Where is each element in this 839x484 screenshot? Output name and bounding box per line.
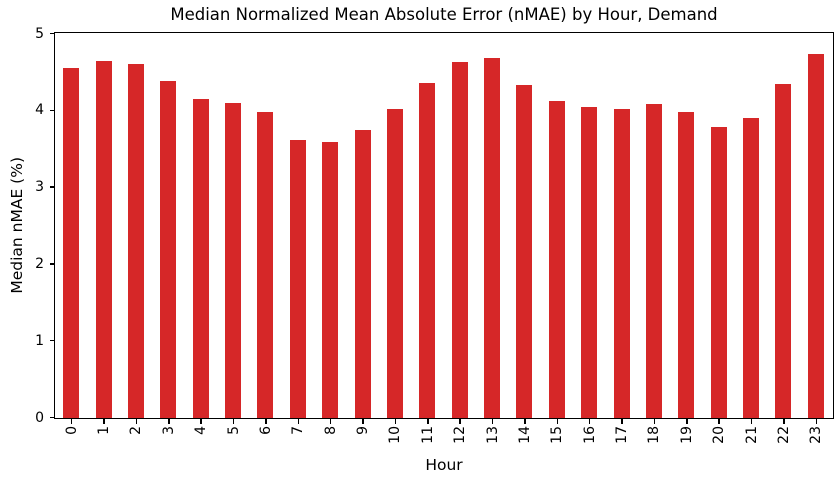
bar-hour-3 [160,80,177,418]
x-tick-label: 14 [516,426,533,444]
x-tick-label: 19 [678,426,695,444]
bar-hour-5 [225,103,242,418]
bar-hour-14 [516,84,533,418]
x-tick-label: 5 [225,426,242,435]
bar-hour-16 [581,107,598,418]
x-tick-label: 2 [128,426,145,435]
bar-hour-19 [678,112,695,418]
x-tick-mark [135,419,138,424]
x-tick-label: 18 [646,426,663,444]
y-tick-label: 3 [35,179,44,196]
x-tick-mark [556,419,559,424]
y-tick-mark [50,263,55,265]
x-tick-label: 23 [808,426,825,444]
x-tick-mark [232,419,235,424]
bar-hour-12 [451,61,468,418]
x-tick-label: 0 [63,426,80,435]
y-axis-label-container: Median nMAE (%) [8,32,26,419]
bar-hour-8 [322,141,339,418]
x-tick-mark [524,419,526,424]
bar-hour-22 [775,83,792,418]
x-tick-label: 4 [193,426,210,435]
x-tick-mark [588,419,591,424]
x-tick-label: 13 [484,426,501,444]
x-tick-label: 7 [290,426,307,435]
x-tick-label: 17 [614,426,631,444]
x-tick-mark [750,419,753,424]
x-tick-label: 20 [711,426,728,444]
x-tick-mark [621,419,623,424]
bar-hour-21 [743,117,760,418]
x-tick-label: 10 [387,426,404,444]
x-tick-mark [686,419,688,424]
x-tick-mark [427,419,429,424]
y-tick-label: 2 [35,255,44,272]
y-tick-mark [50,339,55,342]
bar-hour-15 [548,100,565,418]
x-tick-label: 16 [581,426,598,444]
bar-hour-0 [63,67,80,418]
bar-hour-23 [807,54,824,418]
y-tick-label: 5 [35,25,44,42]
x-tick-label: 1 [96,426,113,435]
bar-hour-20 [710,126,727,418]
plot-area [54,32,834,419]
bar-hour-11 [419,83,436,418]
x-tick-label: 15 [549,426,566,444]
bar-hour-2 [127,64,144,418]
x-tick-label: 6 [257,426,274,435]
x-axis-label: Hour [425,456,463,474]
x-tick-mark [394,419,397,424]
x-tick-mark [783,419,785,424]
x-tick-mark [459,419,461,424]
x-tick-label: 11 [419,426,436,444]
y-tick-mark [50,32,55,35]
bar-hour-9 [354,130,371,418]
y-tick-label: 4 [35,102,44,119]
x-tick-label: 9 [355,426,372,435]
bar-hour-10 [386,108,403,418]
x-tick-mark [815,419,818,424]
x-tick-mark [103,419,105,424]
x-tick-mark [200,419,202,424]
x-tick-mark [297,419,300,424]
x-tick-mark [70,419,73,424]
y-tick-mark [50,186,55,188]
x-tick-label: 21 [743,426,760,444]
chart-title: Median Normalized Mean Absolute Error (n… [170,5,718,24]
y-tick-label: 1 [35,332,44,349]
x-tick-mark [718,419,720,424]
y-tick-mark [50,416,55,419]
y-tick-mark [50,109,55,112]
x-tick-mark [265,419,267,424]
x-tick-mark [329,419,332,424]
x-tick-label: 12 [452,426,469,444]
x-tick-mark [491,419,494,424]
bar-hour-7 [289,140,306,418]
x-tick-label: 22 [775,426,792,444]
bar-hour-6 [257,112,274,418]
x-tick-mark [653,419,656,424]
x-tick-label: 8 [322,426,339,435]
bar-hour-4 [192,98,209,418]
bar-hour-17 [613,108,630,418]
bar-hour-1 [95,60,112,418]
bar-hour-13 [484,57,501,418]
y-tick-label: 0 [35,409,44,426]
x-tick-label: 3 [160,426,177,435]
x-tick-mark [168,419,170,424]
x-tick-mark [362,419,364,424]
bar-hour-18 [645,103,662,418]
